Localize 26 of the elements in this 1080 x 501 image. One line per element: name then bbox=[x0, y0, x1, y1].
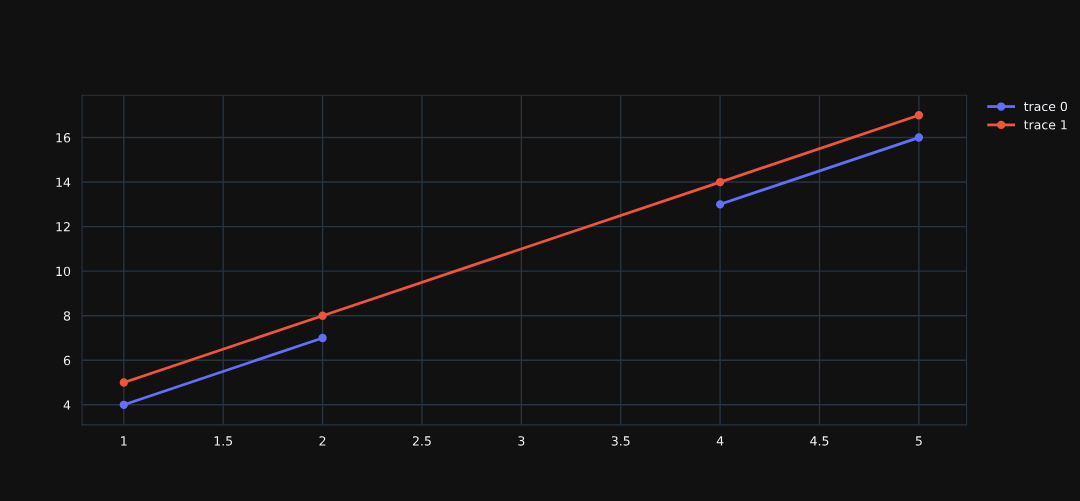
y-tick-label: 16 bbox=[56, 132, 71, 143]
point bbox=[119, 378, 128, 387]
x-tick-label: 5 bbox=[915, 436, 922, 446]
legend-label: trace 1 bbox=[1023, 120, 1067, 130]
y-tick-label: 4 bbox=[63, 400, 71, 410]
y-tick-label: 8 bbox=[63, 311, 71, 321]
x-tick-label: 1.5 bbox=[214, 436, 233, 446]
point bbox=[318, 333, 327, 343]
x-tick-label: 3 bbox=[518, 436, 525, 446]
point bbox=[318, 311, 327, 320]
y-tick-label: 10 bbox=[56, 266, 71, 277]
legend-label: trace 0 bbox=[1023, 101, 1068, 112]
x-tick-label: 2 bbox=[319, 436, 326, 446]
y-tick-label: 14 bbox=[56, 177, 71, 187]
point bbox=[119, 400, 128, 409]
point bbox=[715, 177, 725, 187]
x-tick-label: 4.5 bbox=[810, 436, 829, 446]
point bbox=[914, 111, 924, 120]
x-tick-label: 1 bbox=[121, 436, 127, 446]
y-tick-label: 12 bbox=[56, 222, 70, 232]
x-tick-label: 3.5 bbox=[611, 436, 630, 446]
x-tick-label: 2.5 bbox=[412, 436, 431, 446]
point bbox=[914, 133, 924, 142]
point bbox=[715, 200, 725, 209]
x-tick-label: 4 bbox=[716, 436, 724, 446]
y-tick-label: 6 bbox=[63, 355, 71, 366]
